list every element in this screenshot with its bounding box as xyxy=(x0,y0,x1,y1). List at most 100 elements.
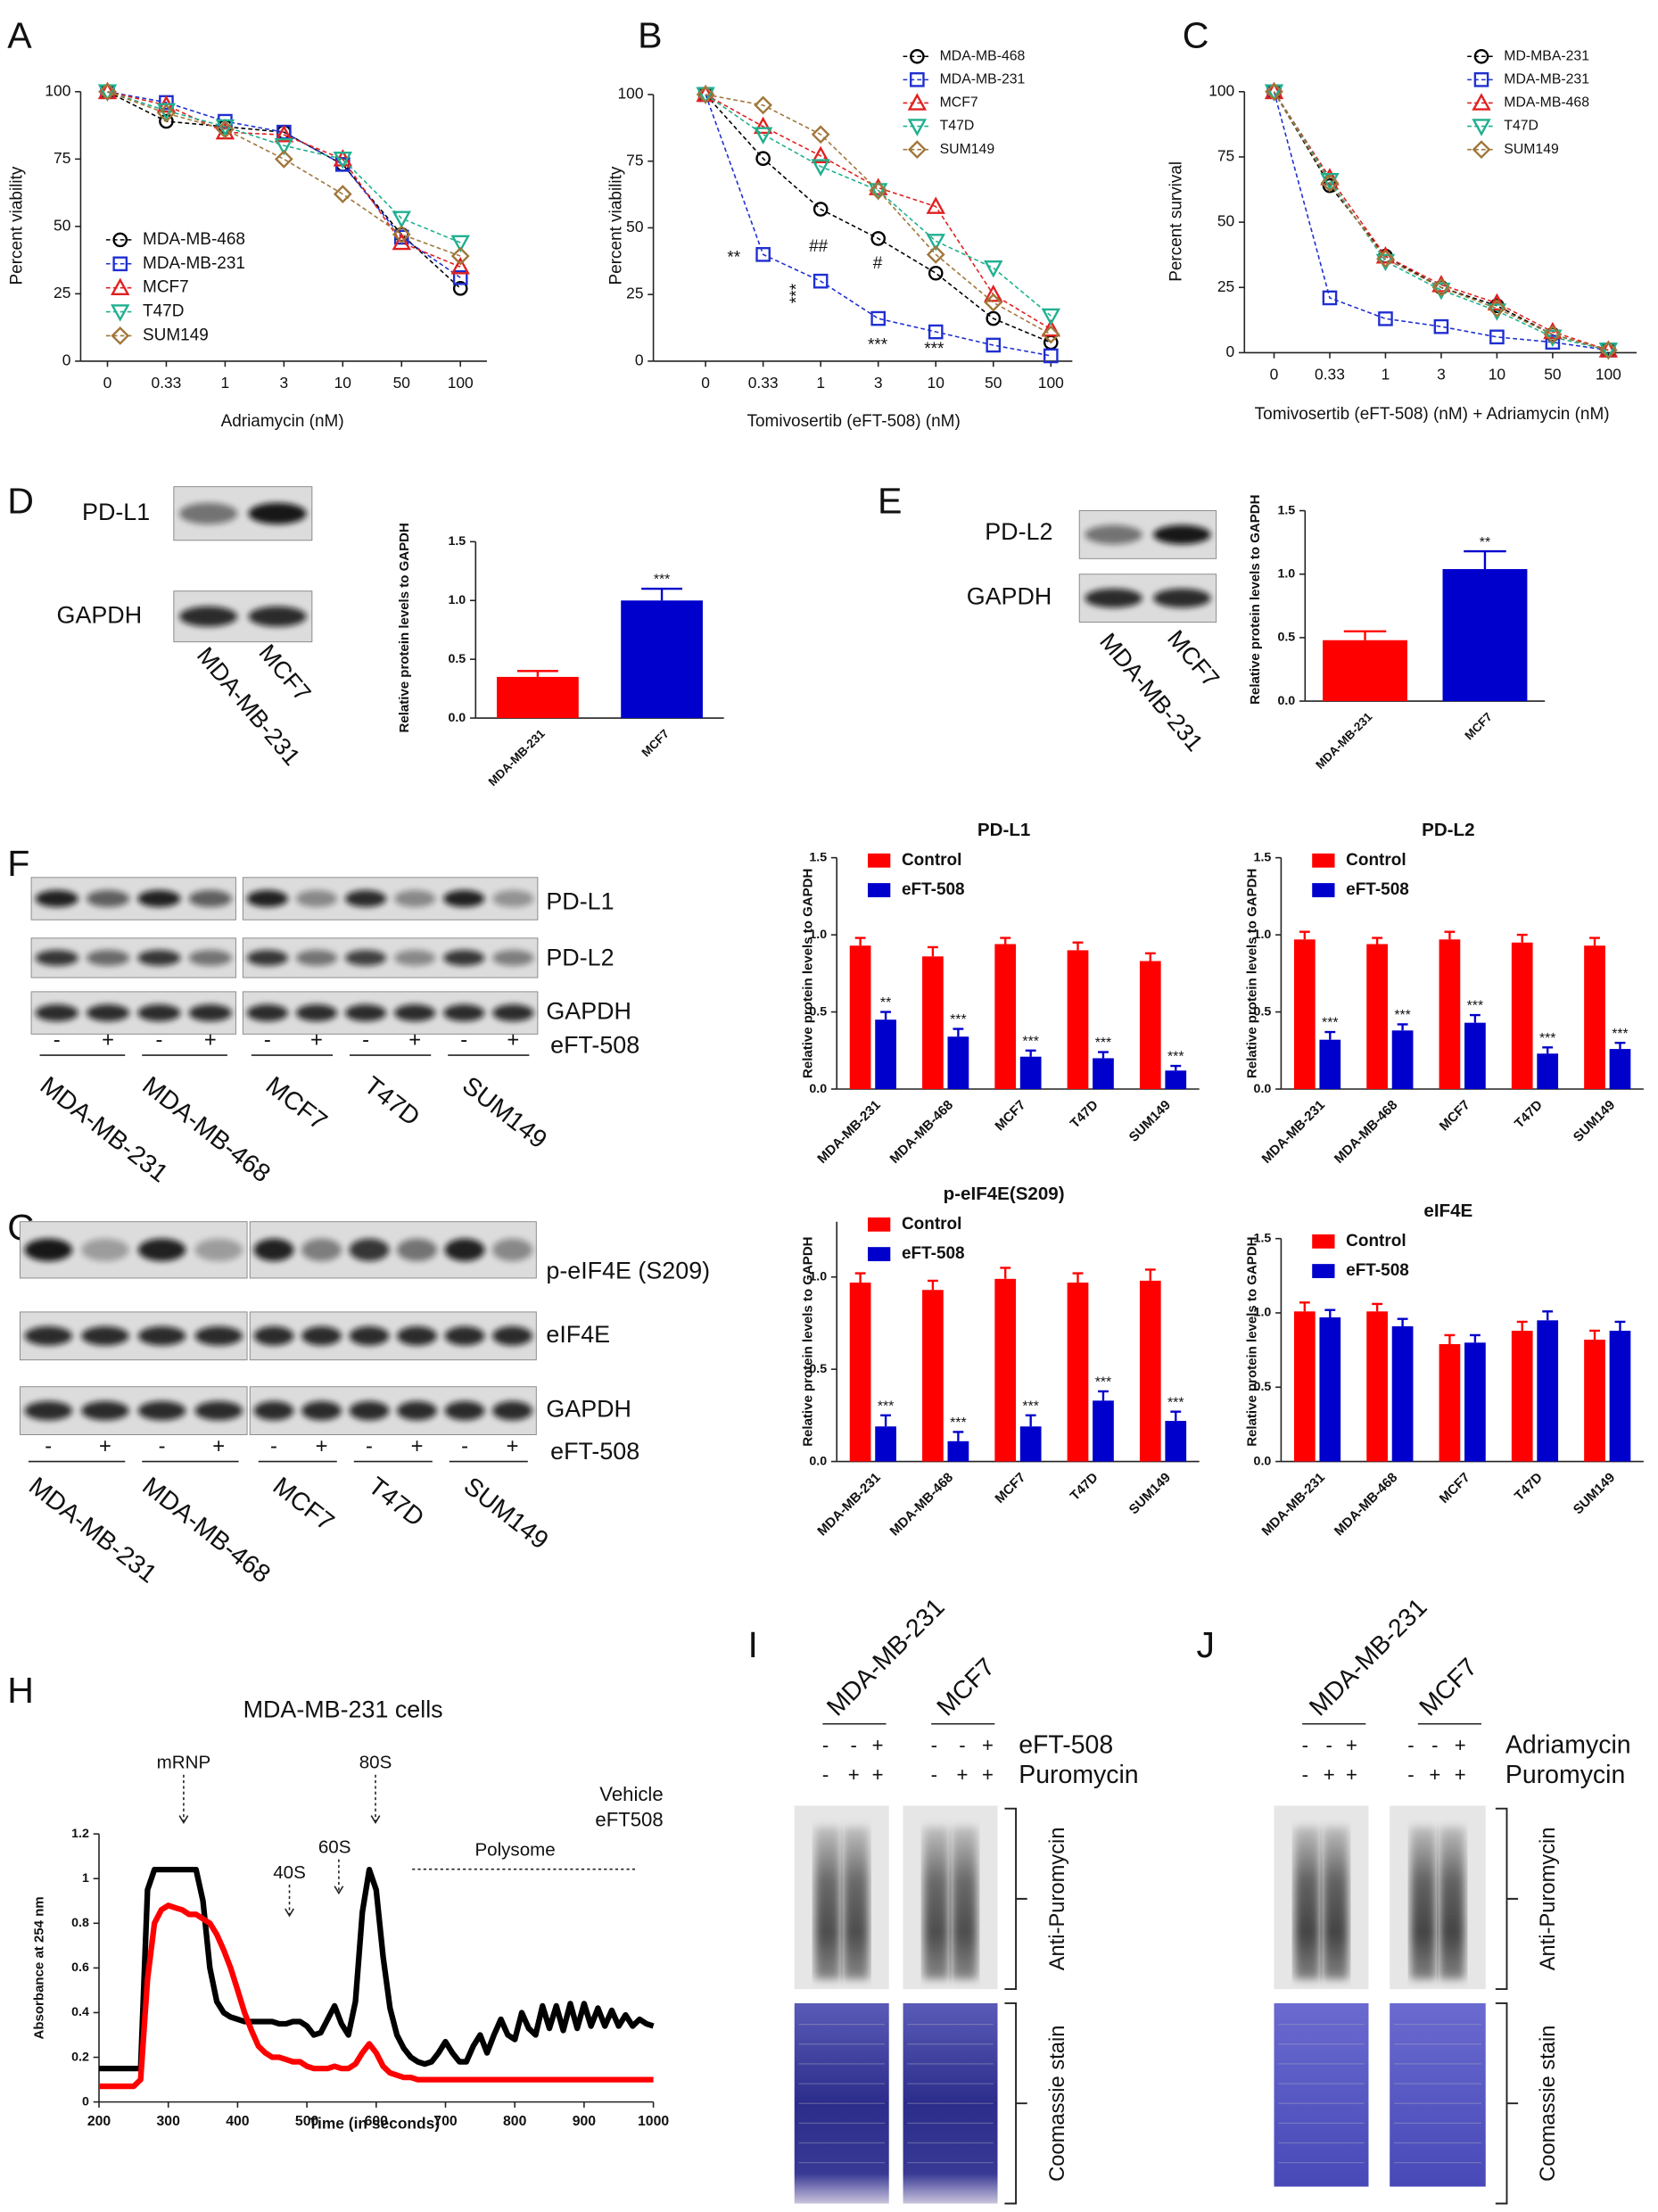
bar xyxy=(1293,939,1316,1090)
blot-band xyxy=(81,1326,129,1346)
sign: - xyxy=(1326,1734,1332,1756)
y-tick-label: 50 xyxy=(54,216,70,234)
y-tick-label: 100 xyxy=(1208,81,1234,99)
legend-swatch xyxy=(1312,1264,1335,1278)
legend-marker xyxy=(907,93,928,111)
legend-label: MDA-MB-468 xyxy=(1504,95,1589,111)
bracket xyxy=(1004,2002,1027,2205)
error-bar xyxy=(1324,1308,1336,1317)
blot-band xyxy=(394,950,436,966)
blot-strip xyxy=(242,937,539,978)
error-bar xyxy=(1397,1023,1408,1031)
annotation: *** xyxy=(1322,1016,1338,1031)
data-point xyxy=(1043,348,1059,364)
gel-lane-smear xyxy=(923,1827,949,1980)
blot-band xyxy=(397,1326,438,1346)
sign: - xyxy=(931,1763,937,1786)
y-tick-label: 1.0 xyxy=(809,1270,827,1284)
data-point xyxy=(392,210,411,228)
y-tick-label: 0.5 xyxy=(809,1004,827,1019)
y-tick-label: 1.0 xyxy=(1254,928,1272,942)
legend-marker xyxy=(1473,49,1489,64)
bar xyxy=(1319,1039,1341,1090)
blot-band xyxy=(295,1004,338,1022)
legend-swatch xyxy=(867,1247,891,1261)
x-tick-label: 200 xyxy=(87,2114,111,2129)
gel-lane-smear xyxy=(1294,1827,1320,1980)
gel-coomassie xyxy=(1274,2002,1369,2187)
data-line xyxy=(99,1866,655,2072)
data-line xyxy=(107,91,461,278)
bar xyxy=(1537,1320,1559,1462)
y-axis-label: Percent viability xyxy=(606,166,625,285)
annotation: *** xyxy=(878,1399,894,1415)
data-point xyxy=(1488,299,1506,318)
gel-coomassie xyxy=(1390,2002,1486,2187)
data-point xyxy=(1543,325,1563,344)
data-point xyxy=(452,269,468,285)
legend-label: Control xyxy=(902,851,961,870)
bar xyxy=(1165,1421,1187,1462)
arrow-head xyxy=(334,1886,344,1895)
gel-lane-smear xyxy=(1323,1827,1349,1980)
panel-label: C xyxy=(1183,15,1209,56)
error-bar xyxy=(880,1011,892,1020)
legend-label: T47D xyxy=(143,302,184,321)
gel-lane-smear xyxy=(1439,1827,1465,1980)
x-tick-label: 700 xyxy=(433,2114,458,2129)
annotation: *** xyxy=(1167,1395,1184,1410)
data-point xyxy=(450,246,470,266)
sign: - xyxy=(45,1435,52,1458)
y-tick-label: 25 xyxy=(626,285,643,302)
data-point xyxy=(1598,341,1618,359)
data-point xyxy=(1487,293,1507,311)
annotation: *** xyxy=(1394,1008,1410,1023)
error-bar xyxy=(1516,1320,1528,1331)
data-point xyxy=(986,310,1002,326)
error-bar xyxy=(1444,1333,1456,1344)
bar xyxy=(1442,569,1528,702)
error-bar xyxy=(1098,1051,1109,1059)
x-axis-label: Tomivosertib (eFT-508) (nM) + Adriamycin… xyxy=(1255,405,1610,424)
data-point xyxy=(928,324,944,340)
data-point xyxy=(392,232,411,251)
sign: - xyxy=(270,1435,277,1458)
data-point xyxy=(811,125,830,144)
sign: - xyxy=(460,1029,467,1052)
error-bar xyxy=(953,1431,964,1441)
x-axis-label: Adriamycin (nM) xyxy=(221,412,344,431)
error-bar xyxy=(1144,952,1156,962)
blot-band xyxy=(24,1326,73,1346)
blot-row-label: GAPDH xyxy=(967,583,1052,610)
blot-band xyxy=(301,1238,342,1261)
sign: - xyxy=(959,1734,965,1756)
blot-band xyxy=(492,890,534,907)
legend-swatch xyxy=(867,853,891,868)
blot-band xyxy=(295,890,338,907)
sign: + xyxy=(99,1435,111,1458)
bar xyxy=(1439,1343,1461,1462)
data-point xyxy=(986,337,1002,353)
annotation: *** xyxy=(1095,1036,1111,1051)
data-line xyxy=(705,94,1052,357)
error-bar xyxy=(1072,941,1084,951)
sign: + xyxy=(957,1763,969,1786)
y-tick-label: 1.5 xyxy=(809,850,827,864)
x-tick-label: 900 xyxy=(573,2114,597,2129)
sign: - xyxy=(159,1435,166,1458)
legend-swatch xyxy=(1312,1234,1335,1249)
annotation: 60S xyxy=(318,1836,351,1857)
y-tick-label: 100 xyxy=(618,85,644,103)
bar xyxy=(1609,1049,1631,1090)
blot-band xyxy=(24,1238,73,1261)
annotation: ** xyxy=(880,995,891,1011)
data-point xyxy=(984,285,1003,302)
x-tick-label: 0.33 xyxy=(1315,365,1345,383)
y-tick-label: 100 xyxy=(45,81,70,99)
y-tick-label: 0.0 xyxy=(1254,1454,1272,1468)
bar xyxy=(849,945,871,1090)
annotation: *** xyxy=(950,1012,966,1028)
blot-band xyxy=(1153,524,1211,545)
